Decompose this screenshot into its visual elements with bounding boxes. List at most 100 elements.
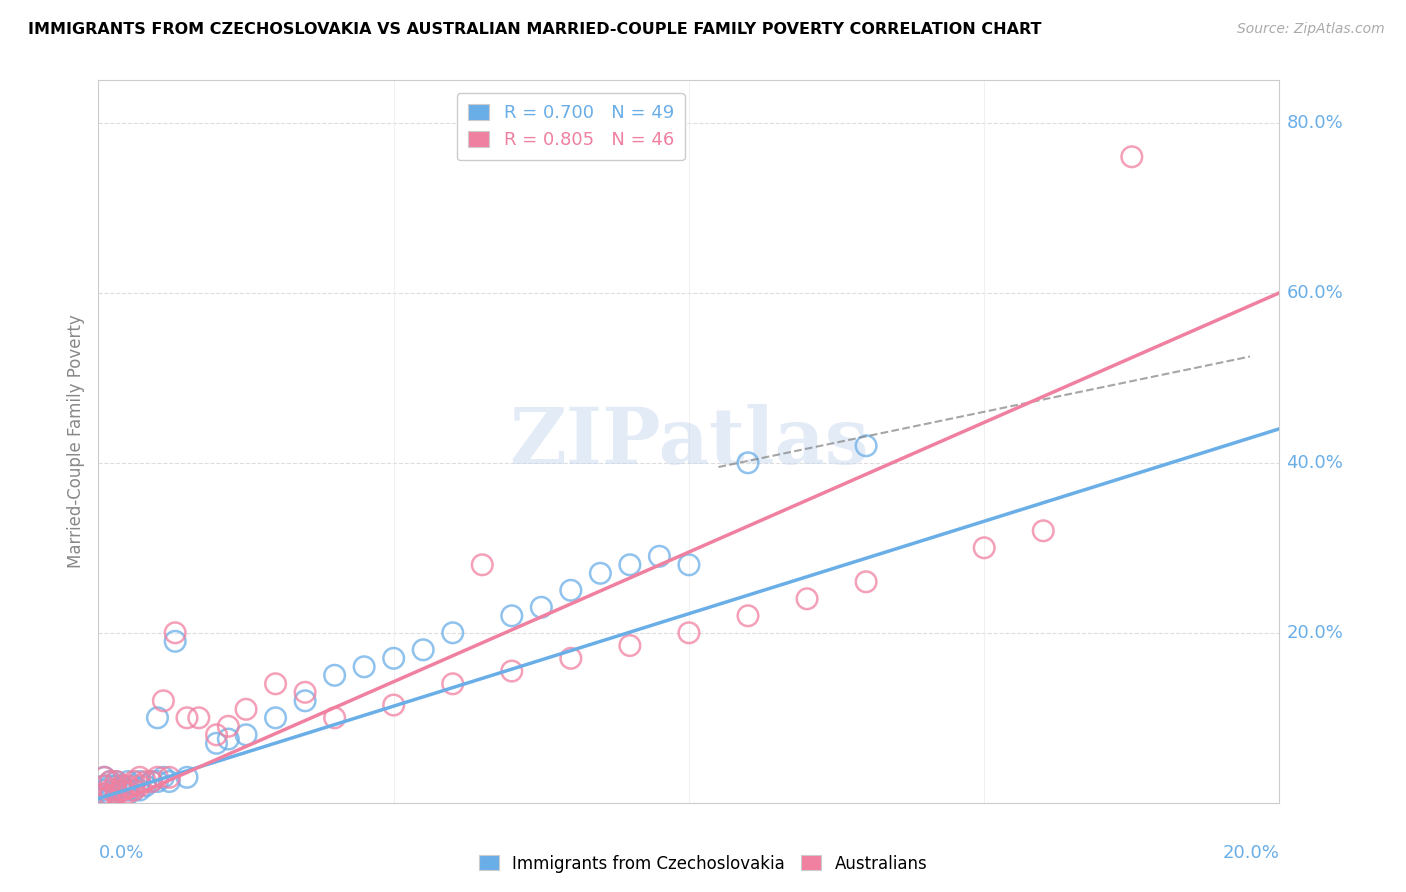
Point bbox=[165, 634, 187, 648]
Text: 20.0%: 20.0% bbox=[1286, 624, 1343, 642]
Point bbox=[105, 774, 128, 789]
Point bbox=[93, 770, 115, 784]
Point bbox=[205, 736, 228, 750]
Point bbox=[737, 456, 759, 470]
Point bbox=[146, 770, 169, 784]
Point bbox=[235, 728, 257, 742]
Point bbox=[560, 583, 582, 598]
Point bbox=[619, 558, 641, 572]
Point bbox=[117, 779, 139, 793]
Point bbox=[157, 770, 180, 784]
Point bbox=[678, 625, 700, 640]
Point bbox=[294, 694, 316, 708]
Text: 20.0%: 20.0% bbox=[1223, 844, 1279, 862]
Point bbox=[217, 719, 239, 733]
Point bbox=[105, 787, 128, 801]
Point bbox=[165, 625, 187, 640]
Point bbox=[122, 774, 145, 789]
Point bbox=[93, 779, 115, 793]
Text: 80.0%: 80.0% bbox=[1286, 114, 1343, 132]
Point bbox=[146, 711, 169, 725]
Point bbox=[93, 787, 115, 801]
Legend: R = 0.700   N = 49, R = 0.805   N = 46: R = 0.700 N = 49, R = 0.805 N = 46 bbox=[457, 93, 685, 161]
Y-axis label: Married-Couple Family Poverty: Married-Couple Family Poverty bbox=[66, 315, 84, 568]
Point bbox=[105, 783, 128, 797]
Point bbox=[128, 779, 150, 793]
Point bbox=[187, 711, 209, 725]
Point bbox=[93, 770, 115, 784]
Point bbox=[648, 549, 671, 564]
Point bbox=[122, 779, 145, 793]
Point bbox=[105, 779, 128, 793]
Point bbox=[589, 566, 612, 581]
Point bbox=[619, 639, 641, 653]
Point bbox=[98, 783, 121, 797]
Point bbox=[128, 770, 150, 784]
Point bbox=[128, 783, 150, 797]
Point bbox=[501, 608, 523, 623]
Point bbox=[117, 783, 139, 797]
Text: 60.0%: 60.0% bbox=[1286, 284, 1343, 301]
Point bbox=[98, 787, 121, 801]
Point bbox=[152, 694, 174, 708]
Point bbox=[90, 787, 112, 801]
Point bbox=[135, 779, 157, 793]
Point bbox=[382, 651, 405, 665]
Text: IMMIGRANTS FROM CZECHOSLOVAKIA VS AUSTRALIAN MARRIED-COUPLE FAMILY POVERTY CORRE: IMMIGRANTS FROM CZECHOSLOVAKIA VS AUSTRA… bbox=[28, 22, 1042, 37]
Point bbox=[117, 774, 139, 789]
Point bbox=[264, 711, 287, 725]
Point bbox=[111, 779, 134, 793]
Point bbox=[157, 774, 180, 789]
Point bbox=[111, 783, 134, 797]
Point bbox=[441, 625, 464, 640]
Point bbox=[855, 574, 877, 589]
Point bbox=[382, 698, 405, 712]
Text: Source: ZipAtlas.com: Source: ZipAtlas.com bbox=[1237, 22, 1385, 37]
Point bbox=[105, 787, 128, 801]
Text: 0.0%: 0.0% bbox=[98, 844, 143, 862]
Point bbox=[141, 774, 163, 789]
Point bbox=[105, 783, 128, 797]
Point bbox=[205, 728, 228, 742]
Point bbox=[98, 791, 121, 805]
Point bbox=[90, 791, 112, 805]
Point bbox=[122, 783, 145, 797]
Point bbox=[176, 711, 198, 725]
Point bbox=[141, 774, 163, 789]
Point bbox=[294, 685, 316, 699]
Point bbox=[152, 770, 174, 784]
Point bbox=[98, 774, 121, 789]
Text: ZIPatlas: ZIPatlas bbox=[509, 403, 869, 480]
Point bbox=[1121, 150, 1143, 164]
Point bbox=[122, 783, 145, 797]
Point bbox=[353, 660, 375, 674]
Point bbox=[93, 779, 115, 793]
Point bbox=[117, 787, 139, 801]
Point bbox=[323, 668, 346, 682]
Point bbox=[135, 774, 157, 789]
Point bbox=[737, 608, 759, 623]
Point bbox=[128, 774, 150, 789]
Point bbox=[117, 786, 139, 800]
Legend: Immigrants from Czechoslovakia, Australians: Immigrants from Czechoslovakia, Australi… bbox=[472, 848, 934, 880]
Point bbox=[98, 789, 121, 803]
Point bbox=[501, 664, 523, 678]
Point bbox=[973, 541, 995, 555]
Point bbox=[678, 558, 700, 572]
Point bbox=[98, 774, 121, 789]
Point bbox=[1032, 524, 1054, 538]
Point bbox=[111, 783, 134, 797]
Point bbox=[146, 774, 169, 789]
Point bbox=[264, 677, 287, 691]
Point bbox=[105, 774, 128, 789]
Point bbox=[176, 770, 198, 784]
Point bbox=[217, 732, 239, 747]
Text: 40.0%: 40.0% bbox=[1286, 454, 1343, 472]
Point bbox=[111, 779, 134, 793]
Point bbox=[323, 711, 346, 725]
Point bbox=[530, 600, 553, 615]
Point bbox=[796, 591, 818, 606]
Point bbox=[412, 642, 434, 657]
Point bbox=[235, 702, 257, 716]
Point bbox=[93, 791, 115, 805]
